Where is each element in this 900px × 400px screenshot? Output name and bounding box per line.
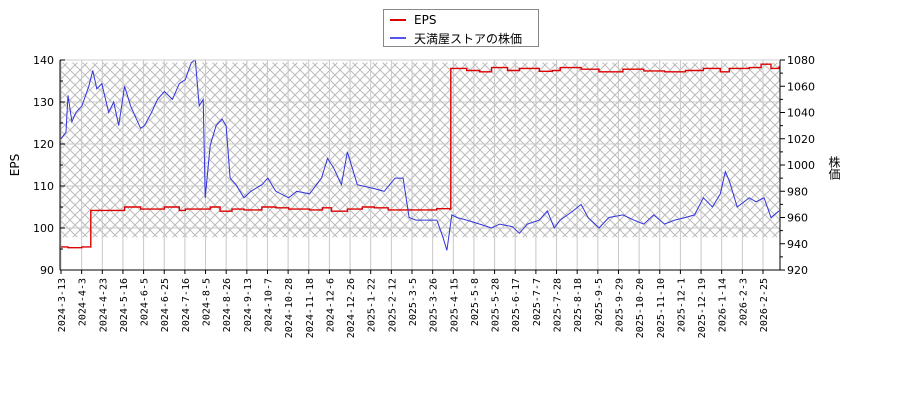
x-tick-label: 2025-9-29 xyxy=(614,278,625,332)
hatched-band xyxy=(60,62,780,238)
x-tick-label: 2025-2-12 xyxy=(387,278,398,332)
axes: 90 100 110 120 130 140 920 940 960 980 1000 1020 104… xyxy=(33,54,815,338)
right-tick-label: 1000 xyxy=(787,159,815,172)
left-tick-label: 130 xyxy=(33,96,54,109)
x-tick-label: 2024-12-26 xyxy=(346,278,357,338)
legend: EPS 天満屋ストアの株価 xyxy=(383,9,539,47)
x-tick-label: 2025-10-20 xyxy=(635,278,646,338)
series-layer xyxy=(60,59,780,251)
left-axis-title: EPS xyxy=(8,153,23,177)
price-line xyxy=(60,59,780,251)
x-tick-label: 2024-7-16 xyxy=(181,278,192,332)
x-tick-label: 2025-9-5 xyxy=(594,278,605,326)
left-tick-label: 110 xyxy=(33,180,54,193)
legend-swatch-price xyxy=(390,37,406,39)
right-tick-label: 920 xyxy=(787,264,808,277)
right-tick-label: 1040 xyxy=(787,107,815,120)
left-tick-label: 140 xyxy=(33,54,54,67)
eps-line xyxy=(61,63,780,249)
legend-label-eps: EPS xyxy=(414,13,437,27)
x-tick-label: 2025-4-15 xyxy=(449,278,460,332)
x-tick-label: 2026-2-25 xyxy=(759,278,770,332)
x-tick-label: 2025-8-18 xyxy=(573,278,584,332)
x-tick-label: 2024-4-23 xyxy=(98,278,109,332)
x-tick-label: 2025-7-28 xyxy=(553,278,564,332)
hatch-rect xyxy=(60,62,780,238)
x-tick-label: 2025-3-5 xyxy=(408,278,419,326)
left-tick-label: 120 xyxy=(33,138,54,151)
x-tick-label: 2024-3-13 xyxy=(57,278,68,332)
x-tick-label: 2024-6-25 xyxy=(160,278,171,332)
legend-label-price: 天満屋ストアの株価 xyxy=(414,31,523,46)
x-tick-label: 2024-11-18 xyxy=(305,278,316,338)
x-tick-label: 2024-4-3 xyxy=(78,278,89,326)
legend-entry-eps: EPS xyxy=(384,11,436,29)
x-tick-label: 2025-11-10 xyxy=(656,278,667,338)
x-tick-label: 2024-12-6 xyxy=(325,278,336,332)
x-tick-label: 2026-1-14 xyxy=(718,278,729,332)
legend-entry-price: 天満屋ストアの株価 xyxy=(384,29,522,47)
x-tick-label: 2024-5-16 xyxy=(119,278,130,332)
x-tick-label: 2025-12-19 xyxy=(697,278,708,338)
legend-swatch-eps xyxy=(390,19,406,21)
x-tick-label: 2026-2-3 xyxy=(738,278,749,326)
x-tick-label: 2024-9-13 xyxy=(243,278,254,332)
right-tick-label: 940 xyxy=(787,238,808,251)
right-tick-label: 1020 xyxy=(787,133,815,146)
x-tick-label: 2024-8-5 xyxy=(202,278,213,326)
left-tick-label: 90 xyxy=(40,264,54,277)
x-tick-label: 2024-10-7 xyxy=(263,278,274,332)
x-tick-label: 2024-6-5 xyxy=(140,278,151,326)
x-tick-label: 2025-5-8 xyxy=(470,278,481,326)
x-tick-label: 2025-3-26 xyxy=(429,278,440,332)
right-axis-title: 株価 xyxy=(827,156,841,180)
grid-lines xyxy=(60,59,780,271)
x-tick-label: 2024-10-28 xyxy=(284,278,295,338)
right-tick-label: 960 xyxy=(787,212,808,225)
right-tick-label: 980 xyxy=(787,185,808,198)
right-tick-label: 1080 xyxy=(787,54,815,67)
x-tick-label: 2025-7-7 xyxy=(532,278,543,326)
left-tick-label: 100 xyxy=(33,222,54,235)
x-tick-label: 2025-6-17 xyxy=(511,278,522,332)
x-tick-label: 2025-5-28 xyxy=(491,278,502,332)
x-tick-label: 2025-1-22 xyxy=(367,278,378,332)
x-tick-label: 2024-8-26 xyxy=(222,278,233,332)
x-tick-label: 2025-12-1 xyxy=(676,278,687,332)
right-tick-label: 1060 xyxy=(787,80,815,93)
